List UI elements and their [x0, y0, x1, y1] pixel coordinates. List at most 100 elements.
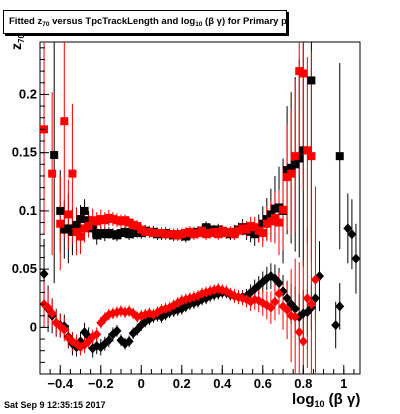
- data-point-square: [60, 225, 69, 234]
- data-point-square: [291, 152, 300, 161]
- data-point-square: [250, 230, 259, 239]
- data-point-square: [307, 152, 316, 161]
- plot-frame: [39, 41, 361, 375]
- data-point-square: [137, 225, 146, 234]
- data-point-square: [266, 210, 275, 219]
- data-point-square: [157, 229, 166, 238]
- data-point-square: [68, 169, 77, 178]
- data-point-square: [64, 224, 73, 233]
- data-point-diamond: [298, 336, 308, 347]
- data-point-diamond: [274, 278, 284, 289]
- x-tick-label: −0.4: [47, 376, 73, 391]
- data-point-square: [234, 226, 243, 235]
- data-point-square: [254, 226, 263, 235]
- data-point-square: [133, 222, 142, 231]
- data-point-diamond: [310, 293, 320, 304]
- data-point-square: [214, 225, 223, 234]
- data-point-square: [64, 210, 73, 219]
- data-point-diamond: [104, 335, 114, 346]
- data-point-diamond: [112, 325, 122, 336]
- data-point-square: [50, 150, 59, 159]
- data-point-square: [238, 224, 247, 233]
- data-point-square: [250, 223, 259, 232]
- data-point-square: [177, 230, 186, 239]
- data-point-square: [246, 227, 255, 236]
- data-point-square: [258, 219, 267, 228]
- data-point-square: [125, 218, 134, 227]
- data-point-diamond: [282, 304, 292, 315]
- data-point-square: [149, 229, 158, 238]
- data-point-square: [96, 215, 105, 224]
- data-point-square: [202, 223, 211, 232]
- data-point-square: [202, 230, 211, 239]
- data-point-square: [173, 231, 182, 240]
- data-point-square: [283, 166, 292, 175]
- data-point-square: [214, 230, 223, 239]
- data-point-square: [303, 146, 312, 155]
- data-point-square: [295, 67, 304, 76]
- data-point-square: [291, 160, 300, 169]
- x-tick-label: −0.2: [88, 376, 114, 391]
- data-point-square: [242, 225, 251, 234]
- data-point-square: [274, 218, 283, 227]
- data-point-square: [246, 222, 255, 231]
- data-point-diamond: [347, 229, 357, 240]
- x-tick-label: 0.6: [254, 376, 272, 391]
- data-point-diamond: [310, 274, 320, 285]
- data-point-square: [287, 169, 296, 178]
- data-point-square: [100, 230, 109, 239]
- data-point-diamond: [39, 268, 49, 279]
- data-point-square: [181, 229, 190, 238]
- data-point-square: [283, 173, 292, 182]
- data-point-diamond: [59, 324, 69, 335]
- data-point-diamond: [274, 288, 284, 299]
- data-point-square: [299, 146, 308, 155]
- data-point-square: [88, 224, 97, 233]
- data-point-square: [218, 226, 227, 235]
- data-point-square: [299, 69, 308, 78]
- data-point-square: [274, 203, 283, 212]
- data-markers: [39, 67, 361, 354]
- data-point-square: [185, 227, 194, 236]
- data-point-diamond: [266, 302, 276, 313]
- data-point-square: [72, 227, 81, 236]
- y-axis-label: z70: [8, 34, 26, 50]
- data-point-square: [108, 215, 117, 224]
- data-point-square: [287, 163, 296, 172]
- data-point-diamond: [306, 299, 316, 310]
- data-point-square: [206, 229, 215, 238]
- data-point-square: [48, 169, 57, 178]
- data-point-square: [210, 227, 219, 236]
- data-point-diamond: [290, 303, 300, 314]
- data-point-square: [262, 219, 271, 228]
- data-point-square: [222, 229, 231, 238]
- y-tick-label: 0.15: [12, 145, 37, 160]
- data-point-square: [56, 219, 65, 228]
- y-tick-label: 0.1: [19, 203, 37, 218]
- data-point-square: [335, 152, 344, 161]
- data-point-square: [169, 230, 178, 239]
- data-point-square: [133, 227, 142, 236]
- data-point-diamond: [43, 302, 53, 313]
- data-point-square: [88, 216, 97, 225]
- data-point-square: [92, 231, 101, 240]
- data-point-square: [117, 229, 126, 238]
- data-point-diamond: [124, 336, 134, 347]
- data-point-square: [279, 205, 288, 214]
- data-point-square: [230, 230, 239, 239]
- data-point-diamond: [331, 320, 341, 331]
- data-point-square: [72, 220, 81, 229]
- data-point-square: [80, 206, 89, 215]
- data-point-square: [129, 220, 138, 229]
- data-point-diamond: [282, 293, 292, 304]
- x-tick-label: 1: [340, 376, 347, 391]
- error-bars: [43, 42, 357, 374]
- data-point-square: [307, 76, 316, 85]
- y-tick-label: 0.2: [19, 86, 37, 101]
- data-point-diamond: [351, 253, 361, 264]
- data-point-diamond: [92, 329, 102, 340]
- data-point-diamond: [343, 223, 353, 234]
- data-point-square: [104, 213, 113, 222]
- data-point-square: [270, 213, 279, 222]
